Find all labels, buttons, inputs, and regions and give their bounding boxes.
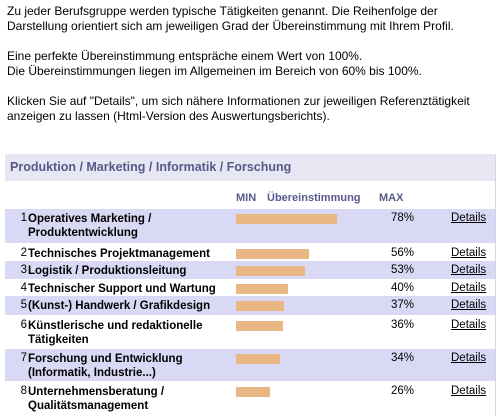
occupation-name: (Kunst-) Handwerk / Grafikdesign: [28, 300, 211, 312]
results-panel: Produktion / Marketing / Informatik / Fo…: [5, 154, 496, 416]
column-match-label: Übereinstimmung: [267, 192, 361, 204]
column-min-label: MIN: [236, 192, 257, 204]
rank-number: 6: [20, 319, 27, 331]
match-bar: [236, 214, 337, 224]
occupation-name: Unternehmensberatung / Qualitätsmanageme…: [28, 386, 165, 412]
rank-number: 1: [20, 212, 27, 224]
match-bar: [236, 284, 288, 294]
occupation-name: Logistik / Produktionsleitung: [28, 265, 187, 277]
list-item: 4 Technischer Support und Wartung 40% Detai…: [5, 279, 495, 296]
details-link[interactable]: Details: [451, 247, 487, 259]
match-percent: 36%: [390, 319, 414, 331]
column-max-label: MAX: [379, 192, 404, 204]
match-percent: 40%: [390, 282, 414, 294]
rank-number: 7: [20, 352, 27, 364]
occupation-name: Operatives Marketing / Produktentwicklun…: [28, 213, 152, 239]
list-item: 2 Technisches Projektmanagement 56% Details: [5, 244, 495, 261]
match-bar: [236, 301, 284, 311]
list-item: 6 Künstlerische und redaktionelle Tätigke…: [5, 316, 495, 348]
rank-number: 3: [20, 264, 27, 276]
intro-paragraph-2-line-1: Eine perfekte Übereinstimmung entspräche…: [7, 49, 363, 63]
panel-title: Produktion / Marketing / Informatik / Fo…: [5, 154, 495, 181]
match-percent: 34%: [390, 352, 414, 364]
match-percent: 26%: [390, 385, 414, 397]
intro-paragraph-1: Zu jeder Berufsgruppe werden typische Tä…: [7, 4, 454, 33]
details-link[interactable]: Details: [451, 282, 487, 294]
occupation-name: Technisches Projektmanagement: [28, 248, 210, 260]
intro-paragraph-2: Eine perfekte Übereinstimmung entspräche…: [7, 49, 495, 79]
rank-number: 2: [20, 247, 27, 259]
match-percent: 78%: [390, 212, 414, 224]
details-link[interactable]: Details: [451, 352, 487, 364]
list-item: 5 (Kunst-) Handwerk / Grafikdesign 37% Deta…: [5, 296, 495, 315]
list-item: 3 Logistik / Produktionsleitung 53% Details: [5, 261, 495, 279]
column-header: MIN Übereinstimmung MAX: [5, 190, 495, 207]
details-link[interactable]: Details: [451, 264, 487, 276]
intro-paragraph-3: Klicken Sie auf "Details", um sich näher…: [7, 94, 470, 123]
match-bar: [236, 266, 305, 276]
occupation-name: Künstlerische und redaktionelle Tätigkei…: [28, 320, 203, 346]
list-item: 8 Unternehmensberatung / Qualitätsmanagem…: [5, 382, 495, 413]
list-item: 1 Operatives Marketing / Produktentwicklu…: [5, 209, 495, 243]
match-percent: 37%: [390, 299, 414, 311]
occupation-name: Technischer Support und Wartung: [28, 283, 216, 295]
rank-number: 4: [20, 282, 27, 294]
match-percent: 53%: [390, 264, 414, 276]
intro-text: Zu jeder Berufsgruppe werden typische Tä…: [7, 4, 495, 124]
match-bar: [236, 321, 283, 331]
match-percent: 56%: [390, 247, 414, 259]
rank-number: 8: [20, 385, 27, 397]
details-link[interactable]: Details: [451, 385, 487, 397]
rank-number: 5: [20, 299, 27, 311]
intro-paragraph-2-line-2: Die Übereinstimmungen liegen im Allgemei…: [7, 64, 422, 78]
match-bar: [236, 387, 270, 397]
occupation-name: Forschung und Entwicklung (Informatik, I…: [28, 353, 183, 379]
details-link[interactable]: Details: [451, 212, 487, 224]
list-item: 7 Forschung und Entwicklung (Informatik, …: [5, 349, 495, 381]
details-link[interactable]: Details: [451, 319, 487, 331]
match-bar: [236, 354, 280, 364]
match-bar: [236, 249, 309, 259]
details-link[interactable]: Details: [451, 299, 487, 311]
